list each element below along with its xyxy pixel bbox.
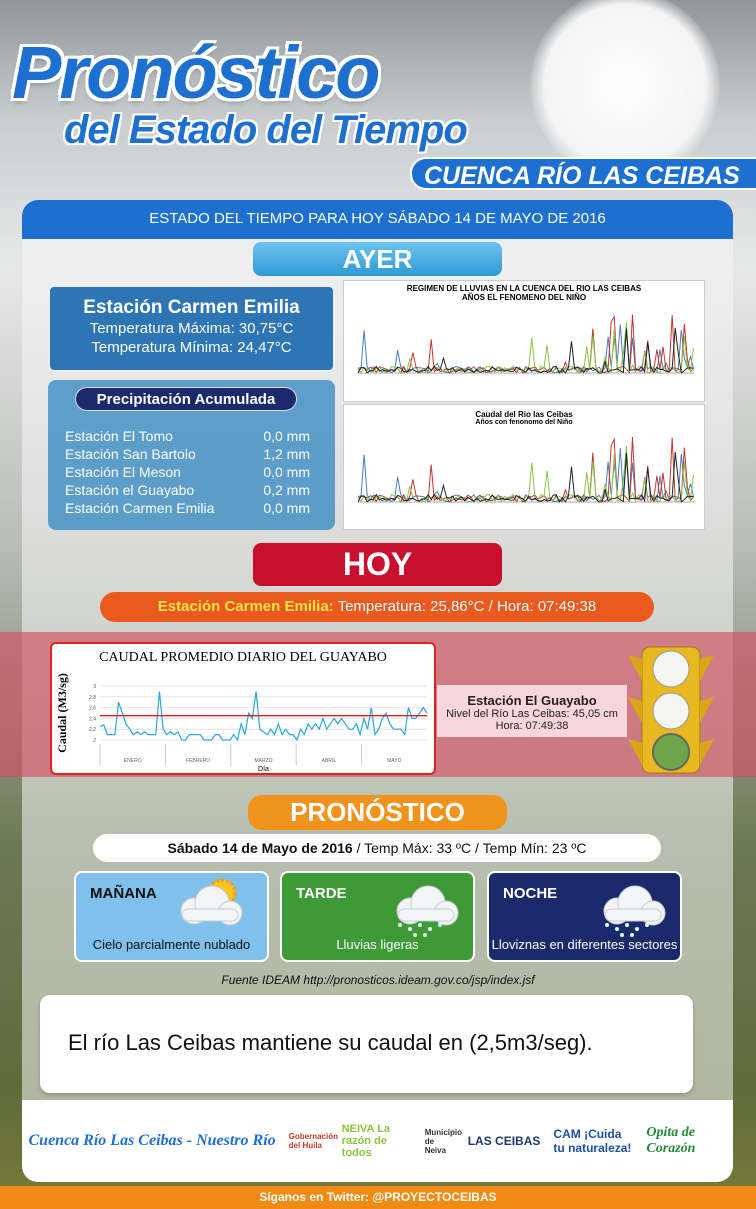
traffic-light-icon: [628, 646, 714, 774]
period-label: NOCHE: [503, 885, 558, 902]
pronostico-label: PRONÓSTICO: [248, 795, 507, 830]
date-bar: ESTADO DEL TIEMPO PARA HOY SÁBADO 14 DE …: [22, 200, 733, 239]
source-text: Fuente IDEAM http://pronosticos.ideam.go…: [221, 973, 535, 987]
precip-station: Estación el Guayabo: [65, 482, 195, 498]
y-tick-label: 2: [93, 738, 96, 744]
guayabo-chart: CAUDAL PROMEDIO DIARIO DEL GUAYABO 2 2,2 2…: [50, 642, 436, 775]
guayabo-info: Estación El Guayabo Nivel del Río Las Ce…: [437, 685, 627, 737]
y-tick-label: 2,6: [89, 706, 96, 712]
partly-cloudy-icon: [180, 878, 243, 926]
title-line1: Pronóstico: [12, 31, 380, 114]
hoy-label: HOY: [253, 543, 502, 586]
y-tick-label: 2,8: [89, 695, 96, 701]
logo-cam: CAM ¡Cuida tu naturaleza!: [553, 1127, 632, 1155]
month-label: MARZO: [254, 758, 272, 764]
precip-value: 0,0 mm: [263, 464, 310, 480]
precip-row: Estación El Tomo 0,0 mm: [65, 428, 310, 444]
precip-station: Estación San Bartolo: [65, 446, 196, 462]
chart1-title-2: AÑOS EL FENOMENO DEL NIÑO: [461, 293, 587, 302]
forecast-card-noche: NOCHE Lloviznas en diferentes sectores: [487, 871, 682, 962]
logos-bar: Cuenca Río Las Ceibas - Nuestro Río Gobe…: [22, 1100, 733, 1182]
chart2-title-2: Años con fenonomo del Niño: [475, 419, 573, 426]
forecast-card-mañana: MAÑANA Cielo parcialmente nublado: [74, 871, 269, 962]
series-line: [357, 445, 694, 503]
logo-las-ceibas: Cuenca Río Las Ceibas - Nuestro Río: [28, 1132, 276, 1149]
precip-value: 0,0 mm: [263, 428, 310, 444]
month-label: ENERO: [124, 758, 142, 764]
sun-decoration: [530, 0, 720, 180]
precip-box: Precipitación Acumulada Estación El Tomo…: [48, 380, 335, 530]
chart2-title-1: Caudal del Rio las Ceibas: [475, 410, 573, 419]
station-box: Estación Carmen Emilia Temperatura Máxim…: [48, 285, 335, 372]
rain-regime-chart: REGIMEN DE LLUVIAS EN LA CUENCA DEL RIO …: [343, 280, 705, 402]
precip-title: Precipitación Acumulada: [75, 387, 297, 411]
forecast-card-tarde: TARDE Lluvias ligeras: [280, 871, 475, 962]
logo-ceibas-epm: LAS CEIBAS: [467, 1134, 541, 1148]
y-axis-label: Caudal (M3/sg): [55, 673, 69, 753]
temp-max: Temperatura Máxima: 30,75°C: [89, 320, 294, 337]
y-tick-label: 2,2: [89, 727, 96, 733]
forecast-date: Sábado 14 de Mayo de 2016 / Temp Máx: 33…: [93, 834, 661, 862]
precip-row: Estación San Bartolo 1,2 mm: [65, 446, 310, 462]
river-message: El río Las Ceibas mantiene su caudal en …: [40, 995, 693, 1093]
precip-station: Estación Carmen Emilia: [65, 500, 215, 516]
ayer-label: AYER: [253, 242, 502, 276]
period-desc: Lluvias ligeras: [336, 937, 419, 952]
chart1-plot: [357, 314, 694, 374]
y-tick-label: 3: [93, 684, 96, 690]
caudal-chart: Caudal del Rio las Ceibas Años con fenon…: [343, 404, 705, 530]
x-axis-label: Día: [258, 766, 269, 773]
precip-value: 0,2 mm: [263, 482, 310, 498]
month-label: FEBRERO: [186, 758, 210, 764]
forecast-day: Sábado 14 de Mayo de 2016: [167, 840, 353, 856]
period-label: TARDE: [296, 885, 347, 902]
current-reading: Estación Carmen Emilia: Temperatura: 25,…: [100, 592, 654, 622]
precip-row: Estación El Meson 0,0 mm: [65, 464, 310, 480]
footer-twitter: Síganos en Twitter: @PROYECTOCEIBAS: [0, 1186, 756, 1209]
precip-value: 1,2 mm: [263, 446, 310, 462]
guayabo-time: Hora: 07:49:38: [495, 720, 569, 732]
period-label: MAÑANA: [90, 885, 157, 902]
y-tick-label: 2,4: [89, 716, 96, 722]
precip-row: Estación el Guayabo 0,2 mm: [65, 482, 310, 498]
caudal-series-line: [99, 691, 428, 742]
forecast-temps: / Temp Máx: 33 ºC / Temp Mín: 23 ºC: [352, 840, 587, 856]
series-line: [357, 322, 694, 374]
guayabo-plot: 2 2,2 2,4 2,6 2,8 3 Caudal (M3/sg) ENERO FEBRERO…: [55, 673, 428, 773]
current-station: Estación Carmen Emilia:: [157, 598, 334, 615]
rain-cloud-icon: [396, 885, 459, 937]
current-temp: Temperatura: 25,86°C / Hora: 07:49:38: [333, 598, 597, 615]
period-desc: Lloviznas en diferentes sectores: [491, 937, 678, 952]
logo-municipio: Municipio de Neiva: [424, 1127, 463, 1155]
guayabo-level: Nivel del Río Las Ceibas: 45,05 cm: [446, 708, 618, 720]
title-line2: del Estado del Tiempo: [64, 108, 468, 152]
logo-opita: Opita de Corazón: [646, 1125, 696, 1156]
rain-cloud-icon: [603, 885, 666, 937]
series-line: [357, 327, 694, 374]
month-label: MAYO: [387, 758, 401, 764]
series-line: [357, 451, 694, 503]
temp-min: Temperatura Mínima: 24,47°C: [91, 339, 292, 356]
period-desc: Cielo parcialmente nublado: [92, 937, 251, 952]
guayabo-chart-title: CAUDAL PROMEDIO DIARIO DEL GUAYABO: [99, 650, 387, 665]
month-label: ABRIL: [322, 758, 337, 764]
precip-station: Estación El Tomo: [65, 428, 173, 444]
region-banner: CUENCA RÍO LAS CEIBAS: [410, 157, 756, 190]
precip-value: 0,0 mm: [263, 500, 310, 516]
precip-row: Estación Carmen Emilia 0,0 mm: [65, 500, 310, 516]
chart2-plot: [357, 437, 694, 503]
logo-gobernacion: Gobernación del Huila: [288, 1132, 338, 1150]
chart1-title-1: REGIMEN DE LLUVIAS EN LA CUENCA DEL RIO …: [406, 284, 642, 293]
logo-neiva: NEIVA La razón de todos: [341, 1123, 390, 1159]
precip-station: Estación El Meson: [65, 464, 181, 480]
guayabo-station: Estación El Guayabo: [467, 693, 597, 708]
station-name: Estación Carmen Emilia: [83, 297, 300, 318]
